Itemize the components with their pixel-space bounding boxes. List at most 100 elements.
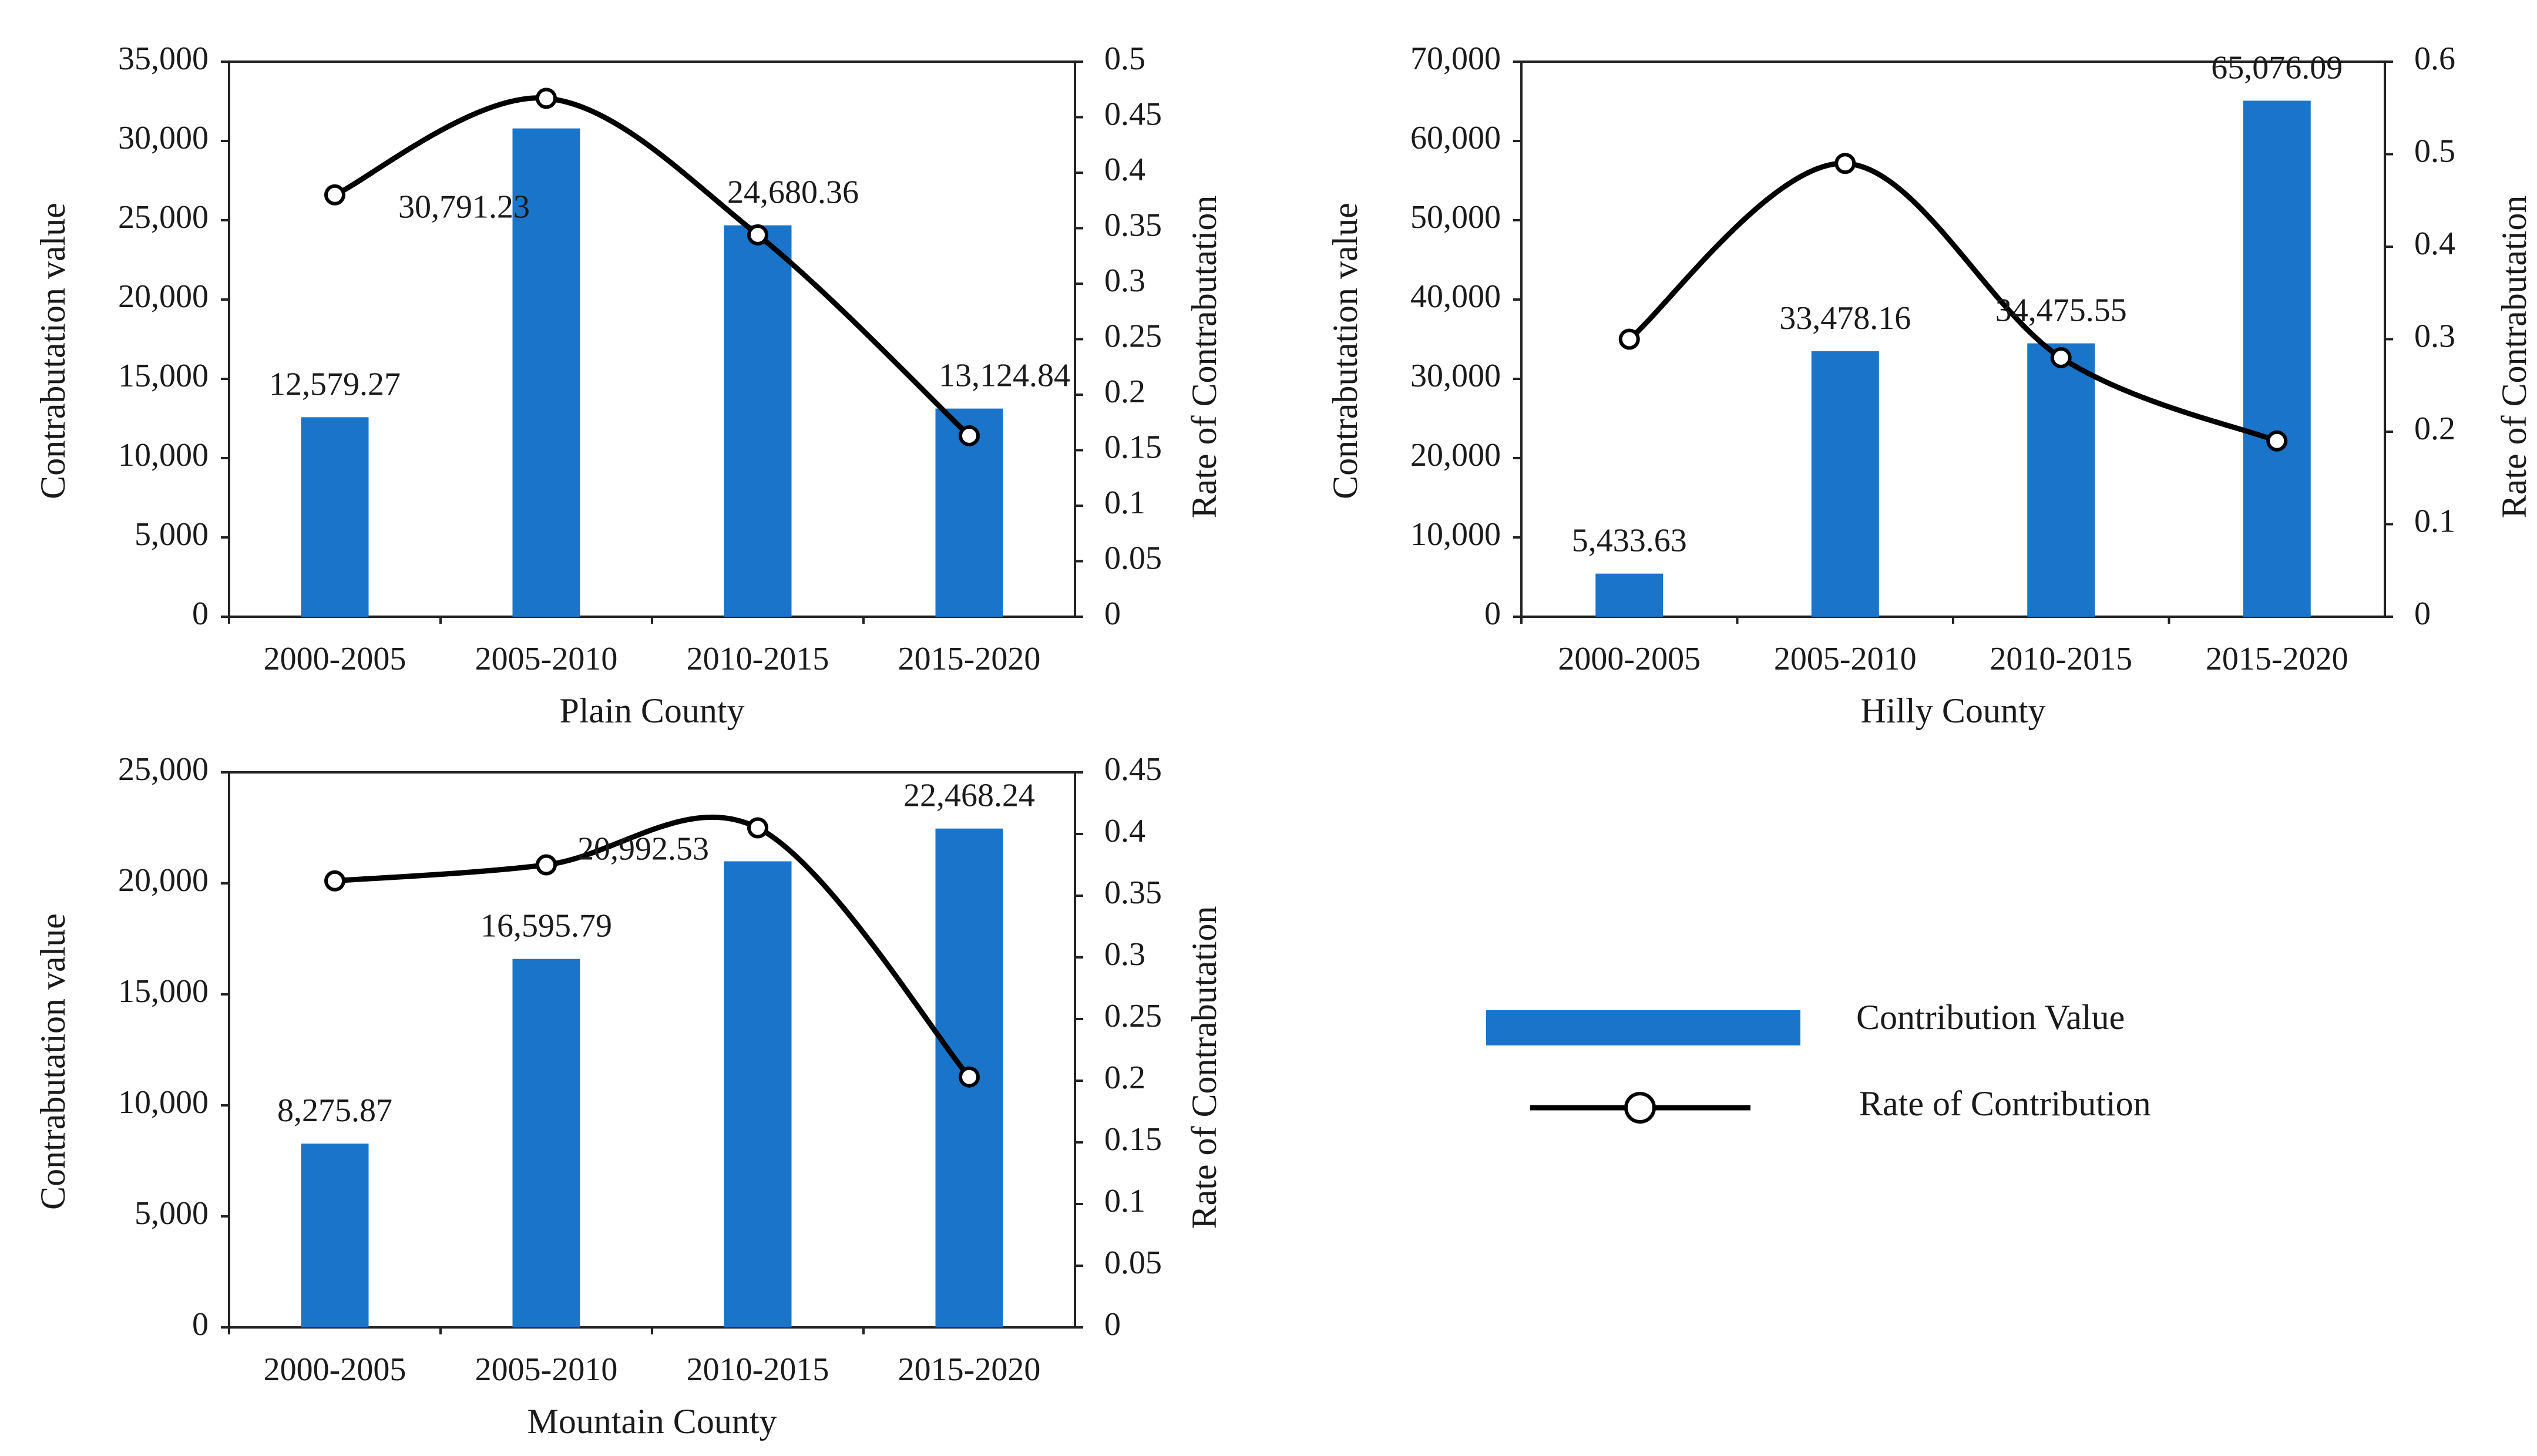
- data-label: 8,275.87: [277, 1092, 392, 1129]
- rate-marker: [959, 1066, 980, 1088]
- y2-tick-label: 0.1: [1104, 485, 1145, 521]
- y2-tick-label: 0.6: [2414, 41, 2455, 77]
- bar: [724, 861, 792, 1327]
- rate-marker: [1834, 153, 1856, 174]
- y-tick-label: 5,000: [135, 1195, 209, 1232]
- y2-tick-label: 0.05: [1104, 1245, 1162, 1281]
- x-tick-label: 2015-2020: [2206, 641, 2348, 677]
- y-axis-label: Contrabutation value: [1326, 203, 1365, 499]
- y-tick-label: 70,000: [1410, 41, 1501, 77]
- chart-2: 0 10,000 20,000 30,000 40,000 50,000 60,000 70,…: [1326, 41, 2533, 730]
- y-axis-label: Contrabutation value: [33, 913, 72, 1210]
- data-label: 34,475.55: [1995, 292, 2127, 329]
- y2-tick-label: 0.1: [1104, 1183, 1145, 1219]
- x-tick-label: 2010-2015: [687, 641, 829, 677]
- data-label: 12,579.27: [269, 366, 401, 402]
- chart-1: 0 5,000 10,000 15,000 20,000 25,000 30,000 35,0…: [33, 41, 1224, 730]
- charts-container: 0 5,000 10,000 15,000 20,000 25,000 30,000 35,0…: [33, 41, 2533, 1441]
- y2-axis-label: Rate of Contrabutation: [1185, 906, 1224, 1229]
- y2-axis-label: Rate of Contrabutation: [1185, 196, 1224, 519]
- chart-3: 0 5,000 10,000 15,000 20,000 25,000 0 0.05 0.1 0.…: [33, 751, 1224, 1441]
- rate-line: [334, 815, 972, 1079]
- legend-line-marker: [1624, 1092, 1656, 1124]
- bar: [301, 1144, 369, 1327]
- legend-bar-swatch: [1486, 1010, 1800, 1045]
- rate-marker: [324, 184, 345, 206]
- y-tick-label: 0: [1484, 596, 1501, 632]
- x-tick-label: 2015-2020: [898, 641, 1041, 677]
- y-tick-label: 20,000: [118, 278, 209, 315]
- chart-title: Hilly County: [1860, 691, 2045, 730]
- y2-tick-label: 0.35: [1104, 207, 1162, 243]
- data-label: 16,595.79: [480, 908, 612, 944]
- y2-tick-label: 0.2: [2414, 411, 2455, 447]
- y2-tick-label: 0.3: [1104, 936, 1145, 973]
- rate-marker: [747, 224, 768, 246]
- y2-tick-label: 0.2: [1104, 374, 1145, 410]
- rate-marker: [1618, 328, 1640, 350]
- y-tick-label: 15,000: [118, 973, 209, 1010]
- bar: [1811, 351, 1879, 617]
- y2-tick-label: 0.4: [2414, 226, 2455, 262]
- y-tick-label: 15,000: [118, 358, 209, 394]
- y2-tick-label: 0.3: [1104, 263, 1145, 299]
- rate-marker: [536, 854, 557, 876]
- x-tick-label: 2000-2005: [264, 641, 406, 677]
- rate-line: [1627, 160, 2278, 443]
- x-tick-label: 2000-2005: [1558, 641, 1701, 677]
- x-tick-label: 2010-2015: [1990, 641, 2132, 677]
- y2-tick-label: 0.15: [1104, 1121, 1162, 1158]
- y-tick-label: 60,000: [1410, 120, 1501, 156]
- chart-title: Mountain County: [527, 1402, 777, 1441]
- x-tick-label: 2010-2015: [687, 1351, 829, 1388]
- y2-tick-label: 0.45: [1104, 751, 1162, 788]
- y2-tick-label: 0: [1104, 596, 1121, 632]
- y2-tick-label: 0.2: [1104, 1060, 1145, 1096]
- bar: [724, 225, 792, 617]
- y-tick-label: 35,000: [118, 41, 209, 77]
- y2-tick-label: 0.35: [1104, 875, 1162, 911]
- x-tick-label: 2000-2005: [264, 1351, 406, 1388]
- y-tick-label: 5,000: [135, 516, 209, 553]
- y2-tick-label: 0.25: [1104, 318, 1162, 354]
- data-label: 30,791.23: [398, 189, 530, 226]
- y2-tick-label: 0.4: [1104, 813, 1145, 849]
- x-tick-label: 2005-2010: [1774, 641, 1917, 677]
- y-tick-label: 20,000: [1410, 437, 1501, 473]
- rate-marker: [324, 870, 345, 892]
- y2-tick-label: 0.5: [1104, 41, 1145, 77]
- y-tick-label: 10,000: [118, 1084, 209, 1121]
- y2-tick-label: 0.1: [2414, 503, 2455, 539]
- rate-marker: [2050, 347, 2072, 368]
- legend-bar-label: Contribution Value: [1856, 998, 2125, 1037]
- y-tick-label: 30,000: [118, 120, 209, 156]
- legend: Contribution Value Rate of Contribution: [1486, 998, 2151, 1124]
- data-label: 22,468.24: [903, 778, 1035, 814]
- rate-marker: [959, 425, 980, 446]
- y-axis-label: Contrabutation value: [33, 203, 72, 499]
- data-label: 24,680.36: [727, 174, 859, 211]
- x-tick-label: 2015-2020: [898, 1351, 1041, 1388]
- y-tick-label: 10,000: [118, 437, 209, 473]
- legend-line-label: Rate of Contribution: [1859, 1084, 2151, 1123]
- rate-marker: [747, 817, 768, 839]
- data-label: 33,478.16: [1779, 300, 1911, 337]
- y2-tick-label: 0.3: [2414, 318, 2455, 354]
- y2-tick-label: 0.15: [1104, 429, 1162, 465]
- chart-title: Plain County: [559, 691, 744, 730]
- data-label: 65,076.09: [2211, 49, 2343, 86]
- bar: [2027, 343, 2095, 617]
- y2-tick-label: 0.5: [2414, 133, 2455, 169]
- y-tick-label: 30,000: [1410, 358, 1501, 394]
- data-label: 5,433.63: [1572, 523, 1687, 559]
- y-tick-label: 40,000: [1410, 278, 1501, 315]
- y2-tick-label: 0: [1104, 1306, 1121, 1343]
- y2-tick-label: 0: [2414, 596, 2431, 632]
- bar: [301, 417, 369, 617]
- y-tick-label: 0: [192, 596, 209, 632]
- bar: [512, 128, 580, 617]
- rate-marker: [2266, 430, 2288, 452]
- x-tick-label: 2005-2010: [475, 1351, 618, 1388]
- y-tick-label: 20,000: [118, 862, 209, 899]
- y-tick-label: 0: [192, 1306, 209, 1343]
